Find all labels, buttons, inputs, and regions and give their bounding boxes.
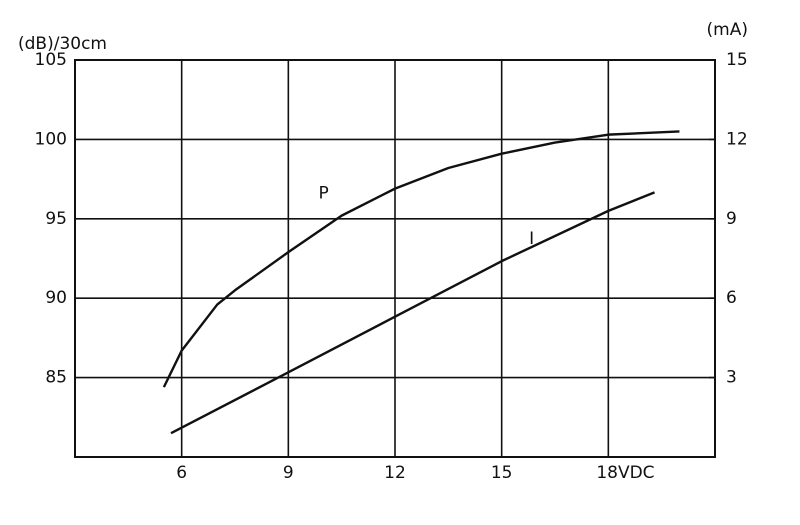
y-tick-label: 95 <box>45 209 67 229</box>
plot-frame <box>74 59 716 458</box>
y2-tick-label: 15 <box>726 50 748 70</box>
x-tick-label: 12 <box>384 463 406 483</box>
y2-axis-title: (mA) <box>707 20 748 40</box>
y-tick-label: 105 <box>35 50 67 70</box>
y2-tick-label: 3 <box>726 368 737 388</box>
data-line <box>170 191 656 435</box>
y2-tick-label: 9 <box>726 209 737 229</box>
y-axis-title: (dB)/30cm <box>18 34 107 54</box>
y-tick-label: 90 <box>45 288 67 308</box>
y2-tick-label: 12 <box>726 129 748 149</box>
data-line <box>162 130 680 388</box>
y-tick-label: 100 <box>35 129 67 149</box>
x-tick-label: 6 <box>176 463 187 483</box>
y-tick-label: 85 <box>45 368 67 388</box>
series-label: P <box>319 184 329 204</box>
x-tick-label: 15 <box>491 463 513 483</box>
y2-tick-label: 6 <box>726 288 737 308</box>
series-label: I <box>529 229 534 249</box>
x-tick-label: 9 <box>283 463 294 483</box>
x-tick-label: 18VDC <box>596 463 654 483</box>
